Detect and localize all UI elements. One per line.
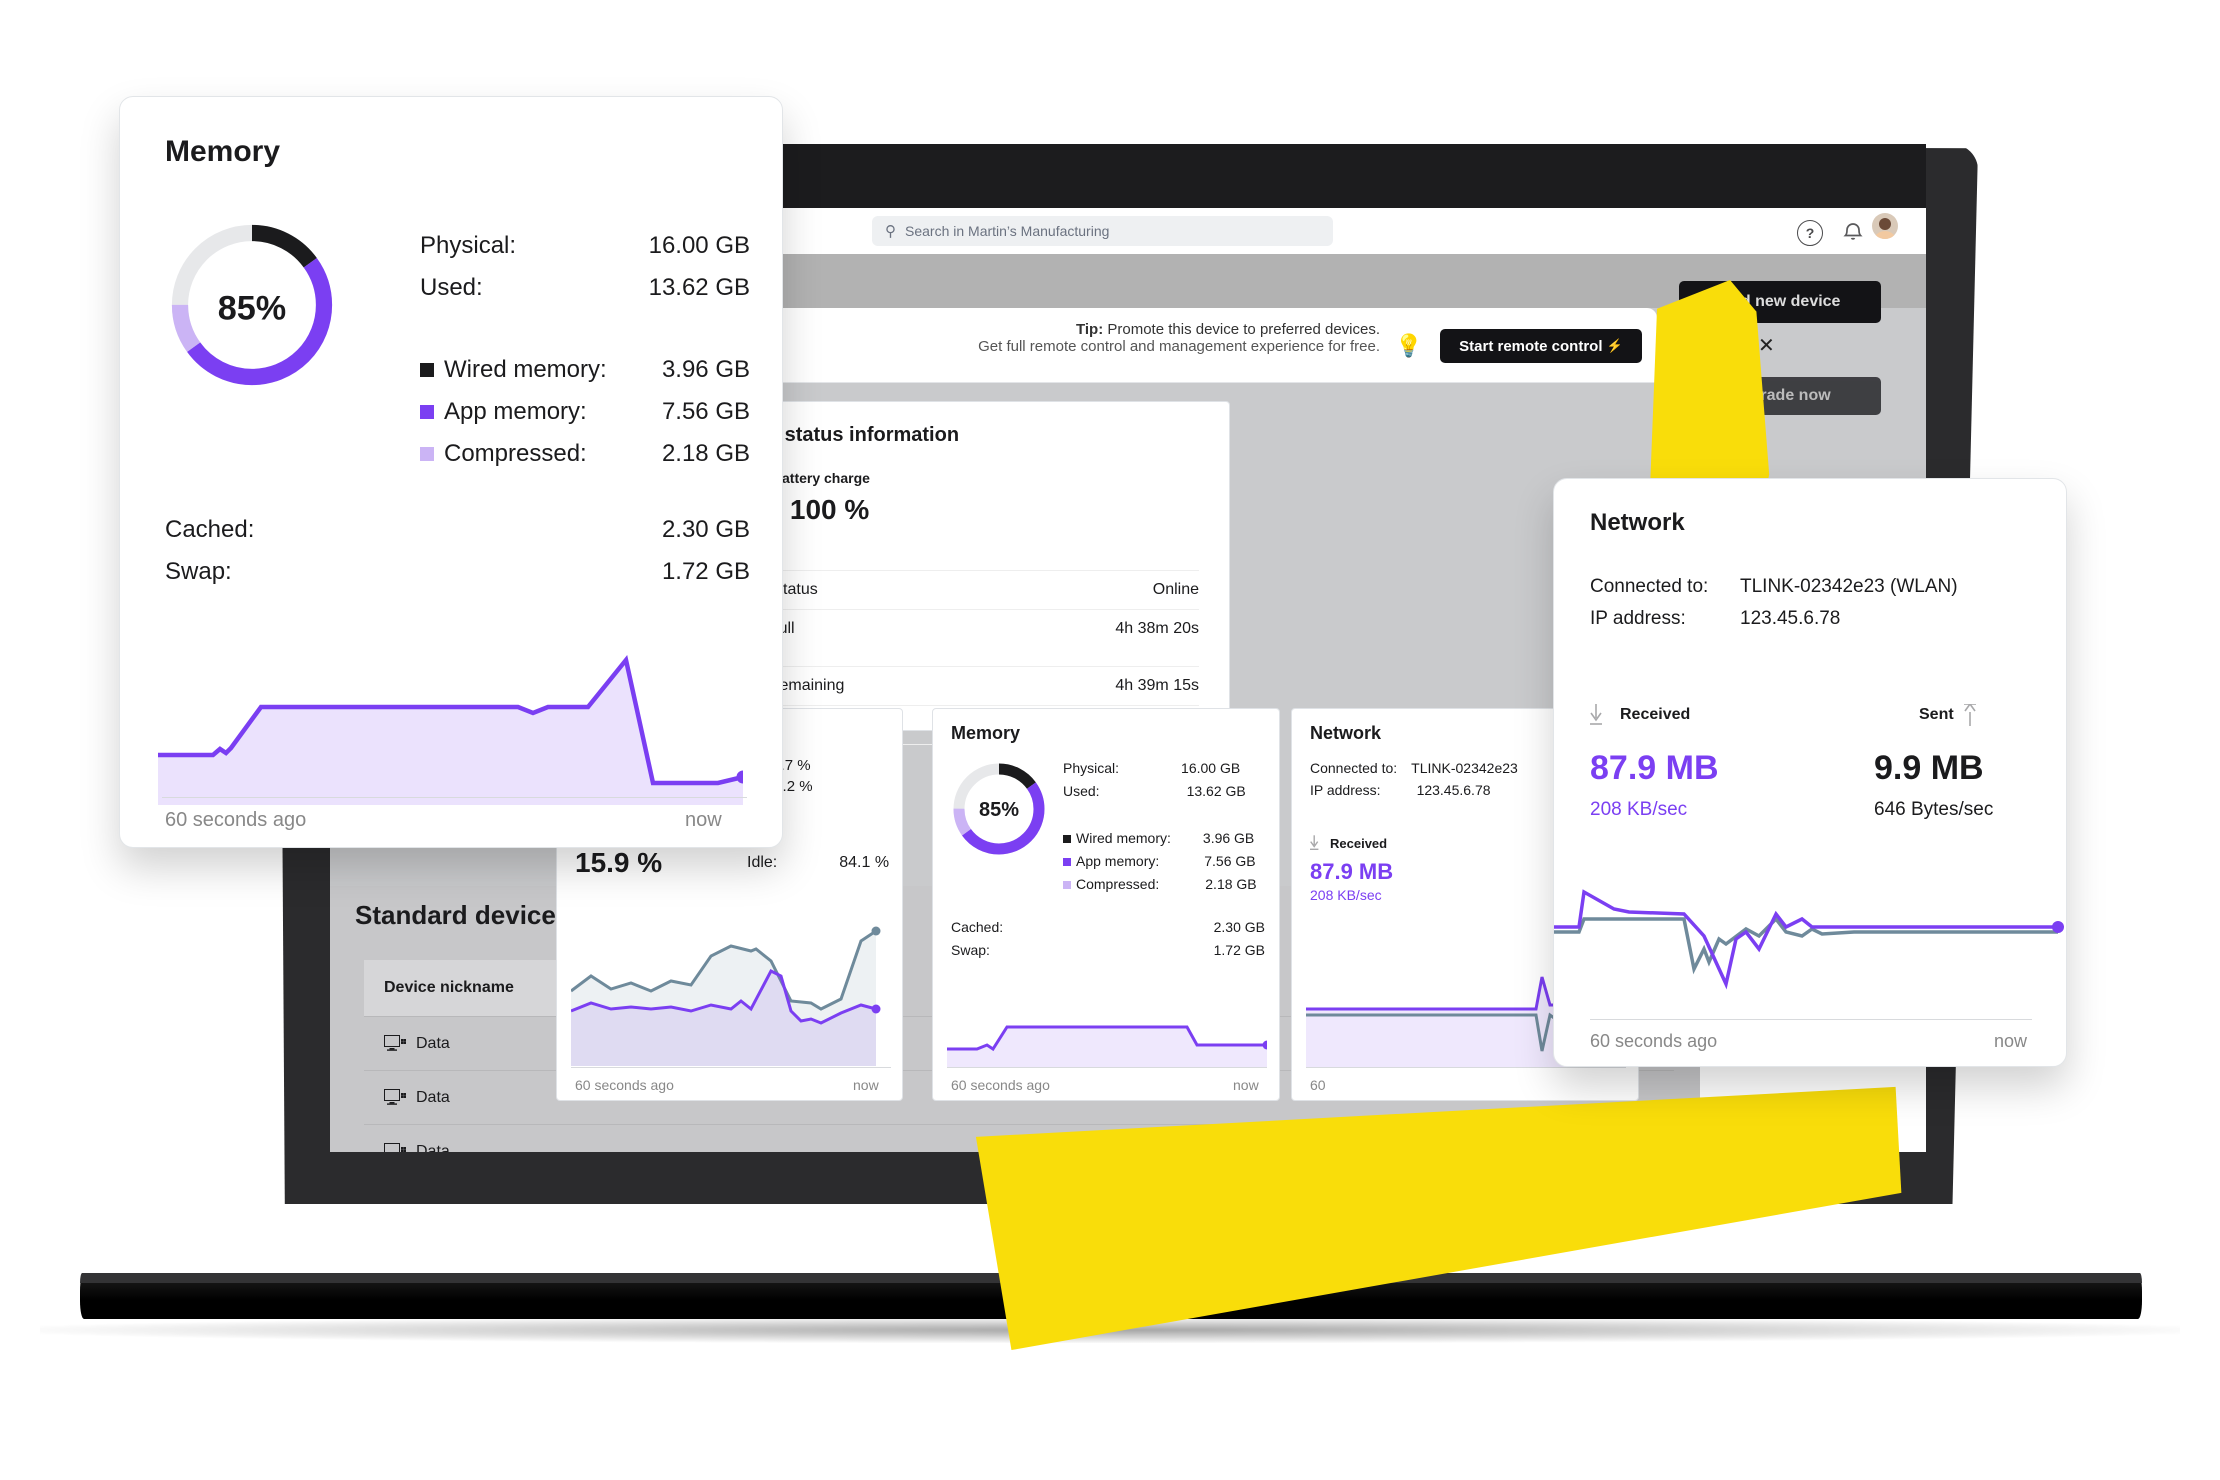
svg-text:85%: 85%: [218, 289, 286, 327]
svg-text:85%: 85%: [979, 799, 1019, 821]
